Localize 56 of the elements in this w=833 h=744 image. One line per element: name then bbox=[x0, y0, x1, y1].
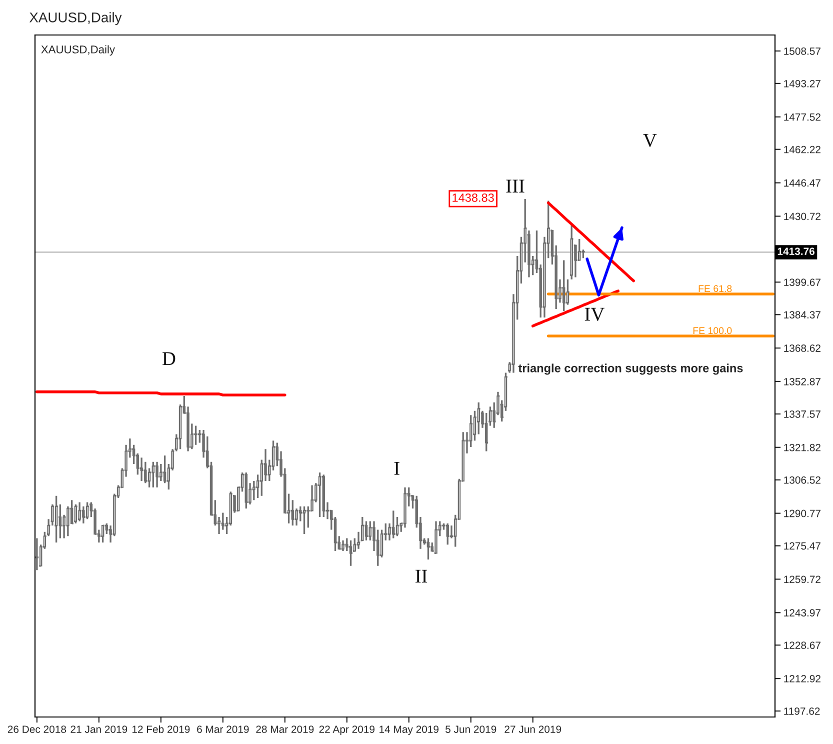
ref-line-label: 1413.76 bbox=[778, 248, 814, 256]
y-tick-label: 1290.77 bbox=[784, 510, 820, 518]
y-tick-label: 1212.92 bbox=[784, 675, 820, 682]
line-series bbox=[586, 226, 624, 296]
x-tick-label: 21 Jan 2019 bbox=[70, 726, 128, 733]
y-tick-label: 1446.47 bbox=[784, 179, 820, 187]
candlestick bbox=[74, 503, 78, 524]
candlestick bbox=[404, 486, 406, 528]
x-tick-label: 14 May 2019 bbox=[380, 726, 438, 736]
line-series bbox=[531, 290, 620, 328]
candlestick bbox=[342, 540, 344, 552]
x-tick-label: 5 Jun 2019 bbox=[446, 726, 496, 733]
y-tick-label: 1477.52 bbox=[784, 113, 820, 121]
y-tick-label: 1493.27 bbox=[784, 80, 820, 88]
x-tick-label: 6 Mar 2019 bbox=[197, 726, 249, 733]
y-tick-label: 1462.22 bbox=[784, 146, 820, 154]
x-tick-label: 12 Feb 2019 bbox=[132, 725, 190, 733]
x-tick-label: 27 Jun 2019 bbox=[504, 726, 562, 733]
annotation: FE 61.8 bbox=[698, 285, 732, 292]
annotation: IV bbox=[584, 308, 604, 321]
candlestick bbox=[54, 494, 58, 544]
x-tick-label: 28 Mar 2019 bbox=[256, 726, 314, 733]
x-tick-label: 26 Dec 2018 bbox=[8, 726, 66, 733]
y-tick-label: 1368.62 bbox=[784, 344, 820, 352]
candlestick bbox=[101, 524, 104, 544]
annotation: 1438.83 bbox=[452, 193, 494, 202]
annotation: III bbox=[506, 180, 524, 192]
y-tick-label: 1399.67 bbox=[784, 278, 820, 286]
y-tick-label: 1337.57 bbox=[784, 410, 820, 418]
candlestick bbox=[434, 520, 438, 554]
annotation: FE 100.0 bbox=[693, 327, 732, 334]
y-tick-label: 1243.97 bbox=[784, 609, 820, 617]
y-tick-label: 1430.72 bbox=[784, 212, 820, 220]
candlestick bbox=[562, 259, 566, 312]
y-tick-label: 1384.37 bbox=[784, 311, 820, 318]
candlestick bbox=[86, 501, 89, 520]
chart-title: XAUUSD,Daily bbox=[29, 12, 122, 26]
text: XAUUSD,Daily bbox=[41, 45, 115, 56]
y-tick-label: 1259.72 bbox=[784, 576, 820, 584]
candlestick bbox=[578, 238, 581, 262]
annotation: triangle correction suggests more gains bbox=[518, 364, 743, 375]
y-tick-label: 1197.62 bbox=[784, 708, 820, 715]
annotation: V bbox=[643, 134, 657, 148]
annotation: I bbox=[394, 462, 400, 475]
annotation: II bbox=[416, 570, 428, 583]
y-tick-label: 1321.82 bbox=[784, 444, 820, 452]
y-tick-label: 1508.57 bbox=[784, 47, 820, 55]
x-tick-label: 22 Apr 2019 bbox=[319, 726, 374, 736]
candlestick bbox=[152, 461, 155, 488]
y-tick-label: 1352.87 bbox=[784, 378, 820, 386]
annotation: D bbox=[162, 352, 176, 366]
candlestick bbox=[318, 472, 322, 518]
candlestick bbox=[272, 440, 275, 472]
y-tick-label: 1228.67 bbox=[784, 642, 820, 649]
y-tick-label: 1306.52 bbox=[784, 476, 820, 484]
y-tick-label: 1275.47 bbox=[784, 542, 820, 550]
